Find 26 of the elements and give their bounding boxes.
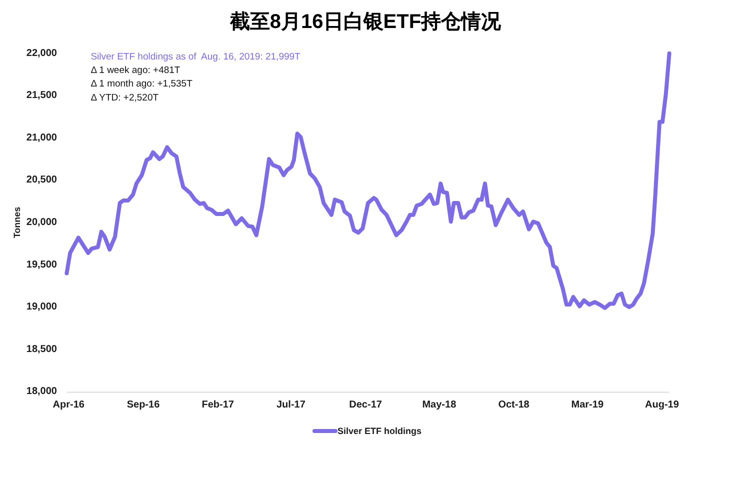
y-tick-label: 21,500 — [26, 90, 58, 102]
x-tick-label: Mar-19 — [571, 400, 604, 410]
x-tick-label: Jul-17 — [276, 400, 306, 410]
x-tick-label: Sep-16 — [126, 400, 160, 410]
y-tick-label: 21,000 — [26, 132, 58, 144]
y-tick-label: 22,000 — [26, 48, 58, 59]
x-tick-label: May-18 — [422, 400, 457, 410]
y-tick-label: 19,500 — [26, 259, 58, 270]
x-tick-label: Feb-17 — [202, 400, 234, 410]
x-tick-label: Apr-16 — [52, 400, 85, 410]
x-tick-label: Aug-19 — [645, 400, 680, 410]
y-tick-label: 20,500 — [26, 174, 58, 186]
annotation: Δ 1 month ago: +1,535T — [90, 78, 193, 90]
y-tick-label: 18,500 — [26, 344, 58, 355]
x-tick-label: Dec-17 — [349, 400, 382, 410]
title: 截至8月16日白银ETF持仓情况 — [230, 11, 502, 33]
legend-label: Silver ETF holdings — [337, 426, 422, 436]
annotation: Δ YTD: +2,520T — [90, 92, 159, 104]
ylabel: Tonnes — [12, 206, 22, 238]
legend: Silver ETF holdings — [312, 426, 422, 436]
annotation: Δ 1 week ago: +481T — [90, 65, 180, 76]
annotation: Silver ETF holdings as of Aug. 16, 2019: 21,999T — [90, 52, 301, 62]
y-tick-label: 18,000 — [26, 386, 58, 398]
y-tick-label: 19,000 — [26, 302, 58, 313]
y-tick-label: 20,000 — [26, 217, 58, 228]
x-tick-label: Oct-18 — [498, 400, 530, 410]
